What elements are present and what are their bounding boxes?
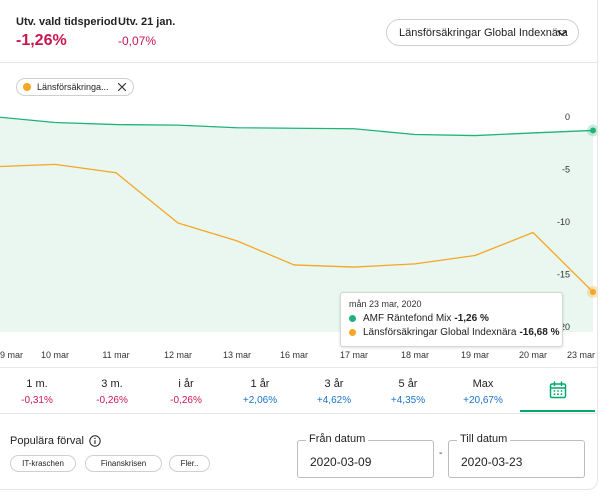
tab-value: -0,26% (170, 395, 202, 406)
tooltip-row-green: AMF Räntefond Mix -1,26 % (349, 313, 554, 324)
fund-performance-card: Utv. vald tidsperiod -1,26% Utv. 21 jan.… (0, 0, 598, 490)
tab-label: 1 år (250, 378, 270, 390)
tab-max[interactable]: Max +20,67% (448, 378, 518, 406)
tabs-divider-top (0, 367, 597, 368)
popular-presets-label: Populära förval (10, 435, 101, 447)
tab-label: 3 år (324, 378, 344, 390)
orange-series-dot (23, 83, 31, 91)
tab-1m[interactable]: 1 m. -0,31% (2, 378, 72, 406)
tooltip-series-value: -1,26 % (454, 313, 489, 324)
period-change-label: Utv. vald tidsperiod (16, 16, 118, 28)
x-tick-label: 10 mar (41, 350, 69, 360)
to-date-value: 2020-03-23 (461, 455, 523, 469)
x-tick-label: 20 mar (519, 350, 547, 360)
x-tick-label: 17 mar (340, 350, 368, 360)
comparison-fund-chip[interactable]: Länsförsäkringa... (16, 78, 134, 96)
date-separator: - (439, 448, 443, 459)
comparison-fund-label: Länsförsäkringa... (37, 82, 109, 92)
day-change-stat: Utv. 21 jan. -0,07% (118, 16, 175, 48)
tabs-divider-bottom (0, 413, 597, 414)
green-series-dot (349, 315, 356, 322)
orange-series-dot (349, 329, 356, 336)
preset-chip-it-crash[interactable]: IT-kraschen (10, 455, 76, 472)
day-change-value: -0,07% (118, 34, 157, 48)
tab-label: Max (472, 378, 494, 390)
to-date-label: Till datum (457, 433, 511, 445)
day-change-label: Utv. 21 jan. (118, 16, 176, 28)
x-tick-label: 16 mar (280, 350, 308, 360)
hover-point-orange (590, 288, 596, 295)
green-series-area (0, 117, 593, 332)
x-tick-label: 23 mar (567, 350, 595, 360)
tab-3y[interactable]: 3 år +4,62% (299, 378, 369, 406)
tooltip-series-name: Länsförsäkringar Global Indexnära (363, 327, 517, 338)
tab-value: +20,67% (463, 395, 503, 406)
x-tick-label: 13 mar (223, 350, 251, 360)
preset-chip-more[interactable]: Fler.. (169, 455, 210, 472)
fund-selector-label: Länsförsäkringar Global Indexnära (399, 26, 568, 39)
header-divider (0, 62, 597, 63)
chevron-down-icon (557, 30, 567, 36)
tab-label: 5 år (398, 378, 418, 390)
preset-chip-financial-crisis[interactable]: Finanskrisen (85, 455, 162, 472)
tab-value: -0,31% (21, 395, 53, 406)
from-date-label: Från datum (306, 433, 369, 445)
tab-value: +4,62% (316, 395, 352, 406)
from-date-value: 2020-03-09 (310, 455, 372, 469)
tab-custom-dates[interactable] (520, 370, 595, 412)
tab-label: i år (178, 378, 194, 390)
y-tick-label: -20 (557, 322, 570, 332)
tab-5y[interactable]: 5 år +4,35% (373, 378, 443, 406)
y-tick-label: 0 (565, 112, 570, 122)
x-tick-label: 19 mar (461, 350, 489, 360)
info-icon[interactable] (89, 435, 101, 447)
x-tick-label: 18 mar (401, 350, 429, 360)
to-date-field[interactable]: Till datum 2020-03-23 (448, 433, 585, 478)
x-tick-label: 12 mar (164, 350, 192, 360)
hover-point-green (590, 127, 596, 134)
tab-ytd[interactable]: i år -0,26% (151, 378, 221, 406)
tab-value: -0,26% (96, 395, 128, 406)
tab-3m[interactable]: 3 m. -0,26% (77, 378, 147, 406)
chart-tooltip: mån 23 mar, 2020 AMF Räntefond Mix -1,26… (340, 292, 563, 347)
orange-series-line (0, 163, 594, 293)
popular-presets-text: Populära förval (10, 435, 84, 447)
from-date-field[interactable]: Från datum 2020-03-09 (297, 433, 434, 478)
performance-chart[interactable]: 0 -5 -10 -15 -20 9 mar 10 mar 11 mar 12 mar 13 ma… (0, 100, 598, 366)
x-tick-label: 11 mar (102, 350, 129, 360)
y-tick-label: -15 (557, 269, 570, 279)
tab-1y[interactable]: 1 år +2,06% (225, 378, 295, 406)
fund-selector-dropdown[interactable]: Länsförsäkringar Global Indexnära (386, 19, 579, 46)
tooltip-row-orange: Länsförsäkringar Global Indexnära -16,68… (349, 327, 559, 338)
calendar-icon (549, 381, 566, 399)
tooltip-series-value: -16,68 % (519, 327, 560, 338)
tab-value: +2,06% (242, 395, 278, 406)
close-icon[interactable] (117, 82, 127, 92)
tooltip-series-name: AMF Räntefond Mix (363, 313, 452, 324)
tooltip-date: mån 23 mar, 2020 (349, 299, 422, 309)
y-tick-label: -10 (557, 217, 570, 227)
x-tick-label: 9 mar (0, 350, 23, 360)
green-series-line (0, 116, 594, 137)
tab-value: +4,35% (390, 395, 426, 406)
tab-label: 3 m. (101, 378, 123, 390)
tab-label: 1 m. (26, 378, 48, 390)
period-change-stat: Utv. vald tidsperiod -1,26% (16, 16, 117, 50)
y-tick-label: -5 (562, 165, 570, 175)
period-change-value: -1,26% (16, 32, 67, 49)
